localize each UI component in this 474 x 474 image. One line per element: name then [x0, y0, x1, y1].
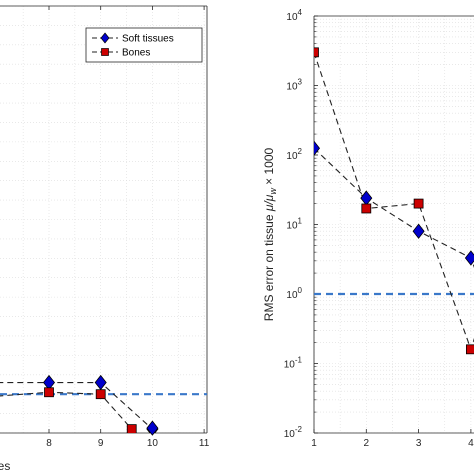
legend-marker-0: [100, 32, 110, 44]
left-point-1-1: [44, 387, 54, 398]
left-xtick-label: 9: [98, 438, 104, 449]
right-ytick-label: 103: [286, 78, 302, 93]
left-xtick-label: 8: [46, 438, 52, 449]
right-point-0-2: [412, 223, 425, 239]
right-ytick-base: 10: [286, 290, 298, 301]
right-ylabel-sub: w: [268, 188, 278, 195]
legend-entry-1: Bones: [122, 48, 150, 59]
right-ytick-label: 100: [286, 286, 302, 301]
right-ytick-label: 10-2: [284, 425, 303, 440]
right-xtick-label: 2: [364, 438, 370, 449]
right-xtick-label: 4: [468, 438, 474, 449]
right-ylabel-prefix: RMS error on tissue: [262, 211, 276, 321]
left-series-line-1: [0, 391, 133, 430]
right-point-1-2: [413, 198, 424, 209]
legend: Soft tissues Bones: [85, 27, 203, 63]
left-series-line-0: [0, 381, 153, 430]
left-xtick-label: 10: [147, 438, 159, 449]
left-plot-panel: 8 9 10 11 es: [0, 5, 210, 473]
right-xtick-label: 3: [416, 438, 422, 449]
right-ytick-label: 104: [286, 8, 302, 23]
left-grid: [0, 6, 207, 433]
right-plot-area: [314, 16, 474, 433]
right-ytick-base: 10: [286, 82, 298, 93]
right-grid: [314, 16, 474, 433]
right-ytick-base: 10: [284, 429, 296, 440]
right-ytick-exp: -1: [295, 356, 303, 365]
left-point-1-3: [126, 424, 137, 433]
right-ytick-base: 10: [286, 221, 298, 232]
right-ytick-exp: 0: [298, 286, 303, 295]
right-ytick-base: 10: [286, 151, 298, 162]
right-ylabel-mu: μ/μ: [262, 194, 276, 212]
right-ytick-exp: -2: [295, 425, 303, 434]
right-point-1-0: [314, 47, 319, 58]
right-ytick-exp: 2: [298, 147, 303, 156]
legend-entry-0: Soft tissues: [122, 34, 174, 45]
left-plot-area: [0, 6, 207, 433]
right-series: [314, 47, 474, 355]
right-ytick-base: 10: [286, 12, 298, 23]
right-ytick-label: 101: [286, 217, 302, 232]
right-point-1-1: [361, 203, 372, 214]
left-point-0-3: [146, 420, 159, 436]
right-point-1-3: [465, 344, 474, 355]
left-xtick-label: 11: [199, 438, 210, 449]
right-ytick-label: 10-1: [284, 356, 303, 371]
right-ytick-exp: 1: [298, 217, 303, 226]
left-xlabel: es: [0, 459, 10, 473]
right-ytick-label: 102: [286, 147, 302, 162]
right-ylabel: RMS error on tissue μ/μw × 1000: [262, 147, 278, 321]
right-ytick-exp: 3: [298, 78, 303, 87]
right-point-0-0: [314, 140, 321, 156]
legend-box: [85, 27, 203, 63]
right-point-0-3: [464, 250, 474, 266]
right-ytick-exp: 4: [298, 8, 303, 17]
left-point-1-2: [95, 389, 106, 400]
right-ylabel-suffix: × 1000: [262, 147, 276, 188]
right-xtick-label: 1: [311, 438, 317, 449]
legend-marker-1: [101, 48, 109, 56]
right-ytick-base: 10: [284, 360, 296, 371]
